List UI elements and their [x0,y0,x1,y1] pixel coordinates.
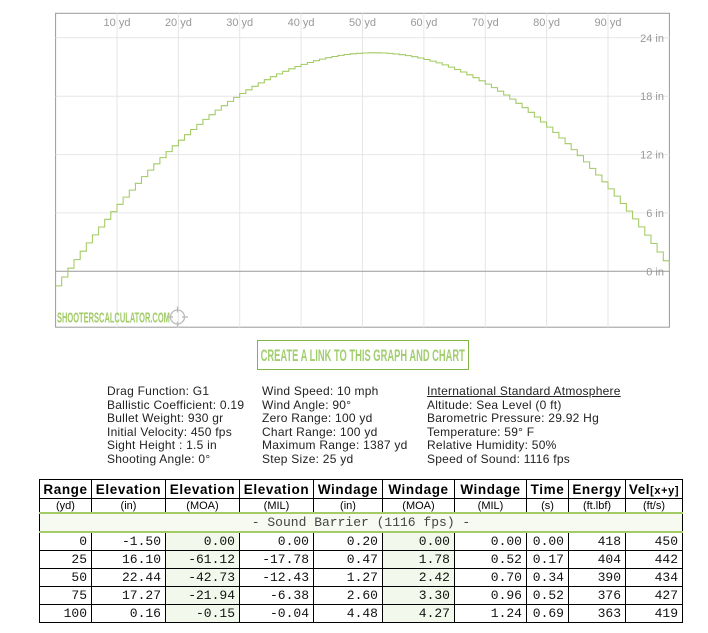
svg-text:70 yd: 70 yd [472,17,499,29]
svg-text:60 yd: 60 yd [410,17,437,29]
svg-text:24 in: 24 in [640,33,664,45]
svg-text:80 yd: 80 yd [533,17,560,29]
svg-text:SHOOTERSCALCULATOR.COM: SHOOTERSCALCULATOR.COM [57,308,170,326]
svg-text:6 in: 6 in [646,208,664,220]
svg-text:50 yd: 50 yd [349,17,376,29]
svg-text:20 yd: 20 yd [165,17,192,29]
svg-text:30 yd: 30 yd [226,17,253,29]
svg-text:40 yd: 40 yd [288,17,315,29]
svg-text:0 in: 0 in [646,266,664,278]
svg-text:10 yd: 10 yd [104,17,131,29]
svg-text:12 in: 12 in [640,150,664,162]
svg-text:90 yd: 90 yd [595,17,622,29]
svg-text:18 in: 18 in [640,91,664,103]
